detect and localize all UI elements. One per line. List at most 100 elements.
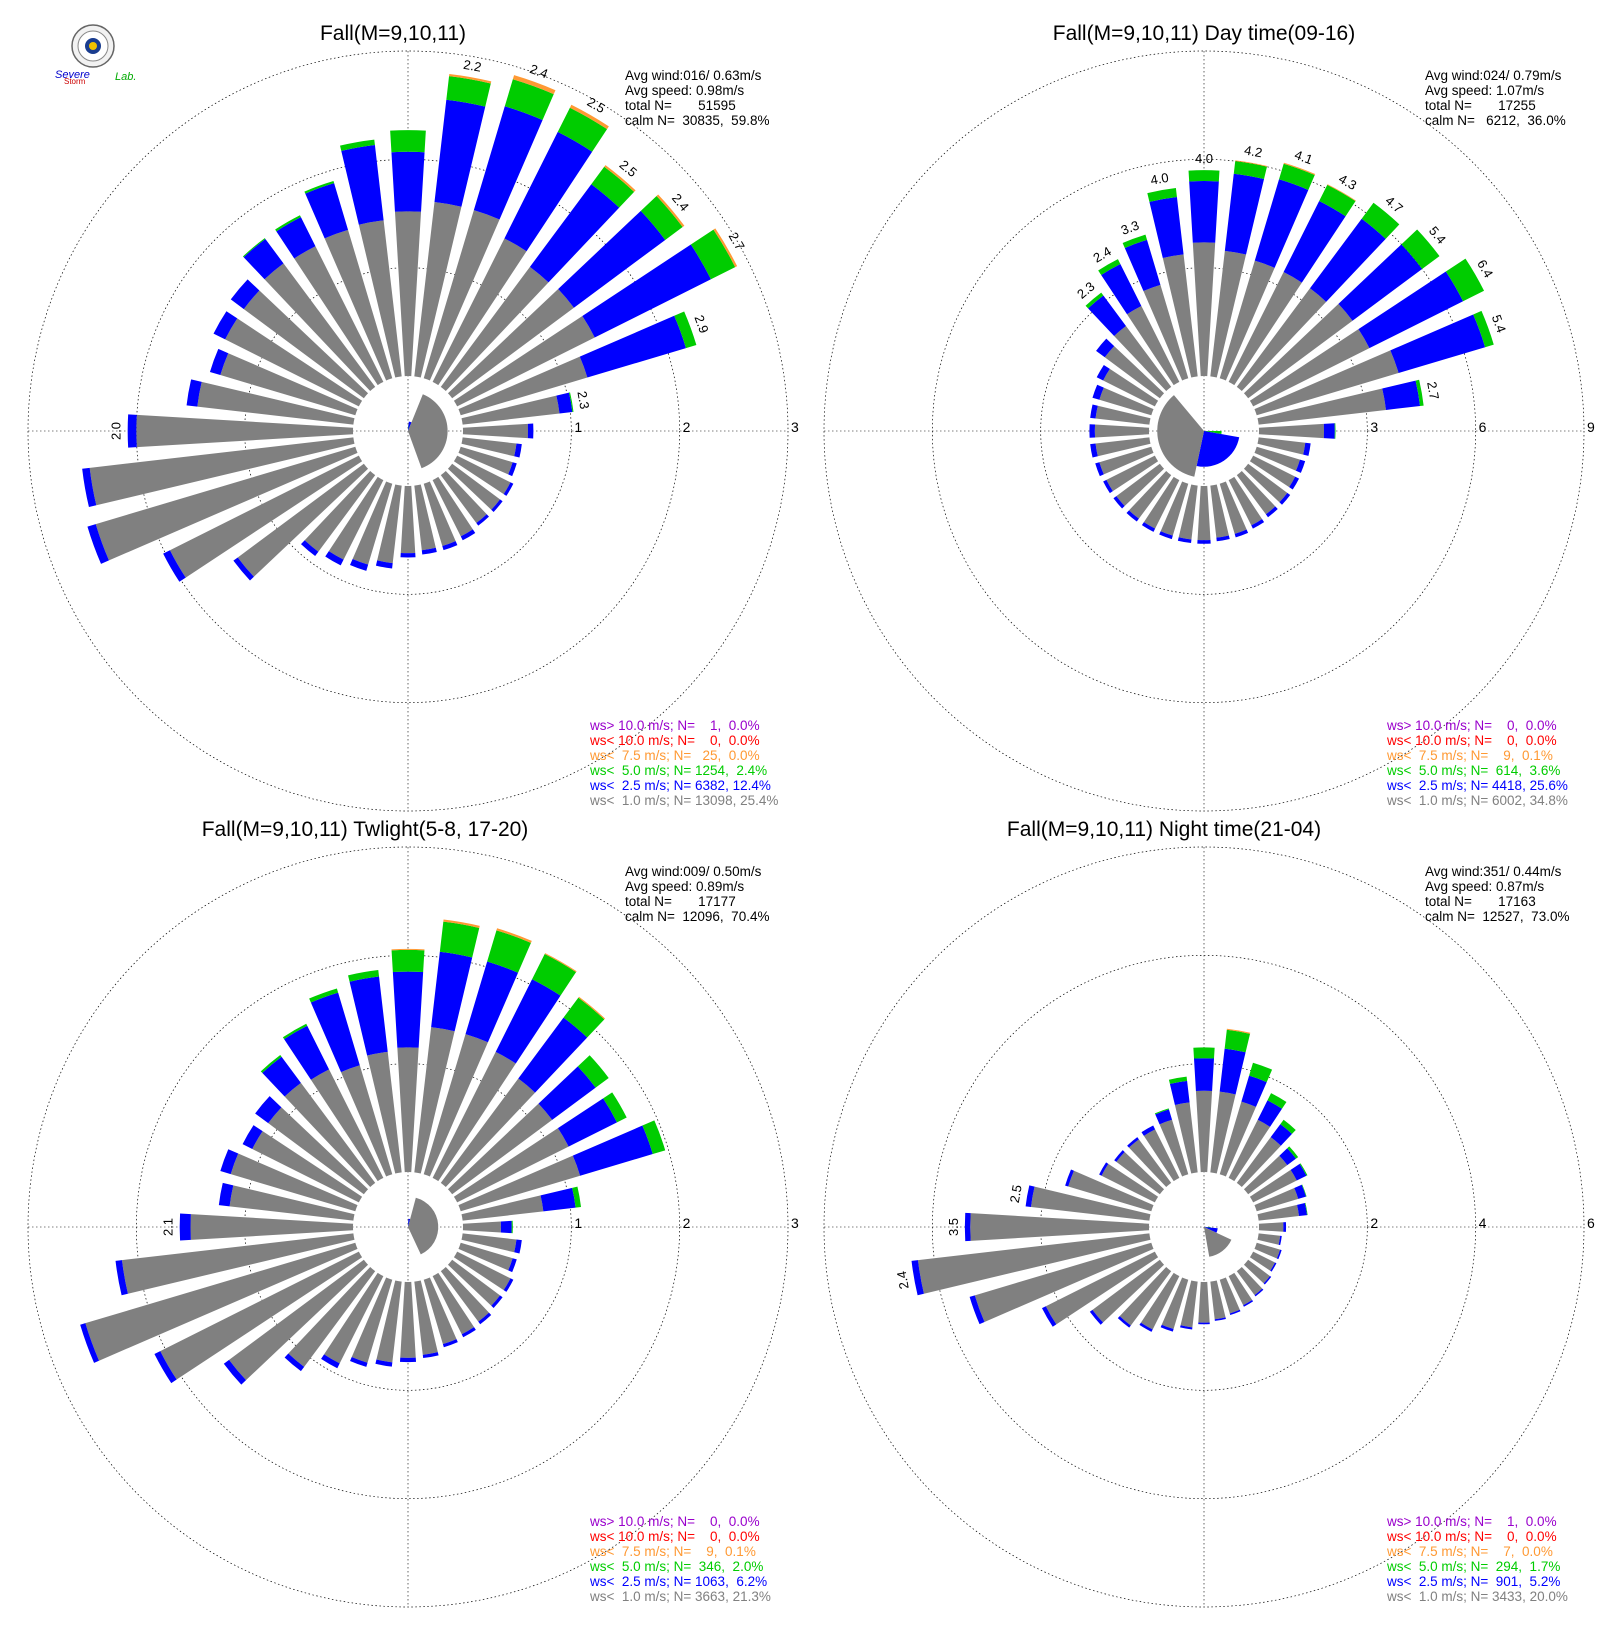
- bar-end-label: 2.5: [1007, 1184, 1025, 1204]
- sector-bar-110-seg1: [508, 1258, 517, 1273]
- sector-bar-350-seg1: [341, 144, 384, 225]
- sector-bar-110-seg0: [1254, 446, 1300, 471]
- sector-bar-210-seg1: [321, 1354, 340, 1369]
- sector-bar-100-seg0: [461, 1233, 517, 1253]
- sector-bar-70-seg1: [1294, 1184, 1307, 1199]
- legend-entry: ws< 7.5 m/s; N= 7, 0.0%: [1386, 1544, 1553, 1559]
- sector-bar-10-seg0: [414, 202, 462, 378]
- sector-bar-120-seg1: [1289, 476, 1300, 490]
- sector-bar-180-seg1: [1197, 539, 1211, 544]
- sector-bar-30-seg1: [1283, 201, 1346, 283]
- sector-bar-260-seg0: [89, 437, 355, 506]
- sector-bar-310-seg0: [243, 290, 369, 399]
- sector-bar-50-seg1: [1279, 1148, 1296, 1166]
- sector-bar-50-seg0: [1243, 1155, 1288, 1195]
- ring-label: 3: [791, 419, 799, 435]
- legend-entry: ws< 5.0 m/s; N= 1254, 2.4%: [589, 763, 767, 778]
- sector-bar-10-seg2: [446, 76, 491, 107]
- sector-bar-290-seg1: [1092, 384, 1104, 400]
- sector-bar-320-seg1: [243, 238, 284, 280]
- sector-bar-100-seg1: [1278, 1235, 1282, 1246]
- sector-bar-350-seg1: [1149, 197, 1184, 259]
- sector-bar-10-seg0: [1210, 250, 1247, 378]
- sector-bar-60-seg1: [582, 244, 711, 338]
- sector-bar-70-seg1: [1390, 314, 1486, 373]
- bar-end-label: 2.3: [574, 390, 592, 410]
- bar-end-label: 5.4: [1426, 223, 1449, 246]
- sector-bar-20-seg2: [487, 930, 531, 973]
- legend-entry: ws< 5.0 m/s; N= 294, 1.7%: [1386, 1559, 1560, 1574]
- sector-bar-90-seg1: [527, 423, 534, 439]
- ring-label: 9: [1587, 419, 1595, 435]
- sector-bar-30-seg3: [544, 953, 577, 973]
- sector-bar-260-seg1: [911, 1260, 924, 1296]
- sector-bar-0-seg2: [1188, 170, 1220, 182]
- sector-bar-220-seg1: [1126, 510, 1139, 522]
- sector-bar-130-seg1: [491, 499, 503, 512]
- ring-label: 4: [1479, 1215, 1487, 1231]
- sector-bar-40-seg1: [518, 1017, 588, 1093]
- sector-bar-40-seg1: [1270, 1124, 1293, 1146]
- sector-bar-50-seg2: [1401, 229, 1440, 270]
- bar-end-label: 4.0: [1149, 170, 1169, 188]
- sector-bar-150-seg1: [1243, 1300, 1254, 1307]
- sector-bar-340-seg0: [1159, 1119, 1189, 1177]
- stat-line: total N= 17163: [1425, 894, 1536, 909]
- sector-bar-150-seg0: [1228, 476, 1263, 526]
- sector-bar-320-seg0: [264, 263, 376, 392]
- sector-bar-60-seg0: [453, 316, 595, 407]
- sector-bar-310-seg1: [230, 279, 260, 310]
- sector-bar-320-seg1: [1088, 295, 1126, 336]
- windrose-panel-4: 2 4 6 2.4 3.5 2.5 Fall(M=9,10,11) Night time(2…: [823, 818, 1595, 1608]
- legend-entry: ws< 10.0 m/s; N= 0, 0.0%: [589, 1529, 760, 1544]
- sector-bar-300-seg1: [242, 1125, 263, 1150]
- sector-bar-170-seg0: [414, 1280, 438, 1355]
- stat-line: total N= 51595: [625, 98, 736, 113]
- bar-end-label: 4.3: [1336, 171, 1359, 193]
- sector-bar-240-seg0: [160, 1251, 363, 1380]
- sector-bar-50-seg1: [1338, 244, 1423, 321]
- sector-bar-30-seg0: [1228, 272, 1302, 386]
- bar-end-label: 4.1: [1293, 147, 1315, 167]
- sector-bar-20-seg3: [512, 75, 556, 95]
- sector-bar-60-seg1: [1290, 1163, 1307, 1181]
- sector-bar-310-seg0: [1116, 1151, 1165, 1195]
- sector-bar-140-seg1: [476, 514, 489, 526]
- bar-end-label: 2.5: [585, 94, 608, 116]
- sector-bar-70-seg1: [572, 1125, 653, 1176]
- bar-end-label: 2.9: [691, 313, 711, 335]
- sector-bar-200-seg0: [1161, 1277, 1189, 1330]
- sector-bar-70-seg1: [579, 315, 686, 378]
- stat-line: total N= 17177: [625, 894, 736, 909]
- sector-bar-90-seg1: [1323, 423, 1335, 439]
- sector-bar-240-seg1: [1041, 1306, 1057, 1327]
- sector-bar-170-seg0: [414, 484, 436, 551]
- legend-entry: ws< 2.5 m/s; N= 901, 5.2%: [1386, 1574, 1560, 1589]
- sector-bar-20-seg2: [1279, 163, 1315, 190]
- sector-bar-0-seg3: [391, 948, 425, 951]
- sector-bar-320-seg0: [1114, 325, 1172, 392]
- sector-bar-210-seg0: [328, 476, 384, 560]
- sector-bar-240-seg1: [163, 550, 186, 582]
- sector-bar-230-seg1: [223, 1359, 247, 1385]
- sector-bar-10-seg3: [449, 73, 492, 84]
- sector-bar-140-seg1: [478, 1312, 492, 1325]
- sector-bar-100-seg0: [461, 437, 517, 457]
- sector-bar-320-seg2: [260, 1054, 282, 1073]
- sector-bar-160-seg0: [1219, 1277, 1240, 1314]
- sector-bar-40-seg1: [1309, 218, 1386, 302]
- bar-end-label: 2.4: [894, 1270, 912, 1290]
- sector-bar-60-seg2: [690, 229, 736, 280]
- sector-bar-10-seg0: [1210, 1091, 1236, 1174]
- stat-line: calm N= 12096, 70.4%: [625, 909, 769, 924]
- sector-bar-280-seg0: [1095, 405, 1151, 425]
- sector-bar-40-seg3: [578, 996, 606, 1020]
- sector-bar-50-seg2: [577, 1055, 609, 1088]
- sector-bar-320-seg1: [1127, 1137, 1139, 1148]
- calm-pie-slice: [408, 421, 412, 431]
- sector-bar-330-seg1: [1101, 263, 1142, 315]
- sector-bar-60-seg1: [1358, 271, 1464, 349]
- sector-bar-80-seg1: [556, 392, 573, 414]
- sector-bar-300-seg0: [1103, 368, 1159, 407]
- sector-bar-10-seg1: [431, 951, 473, 1032]
